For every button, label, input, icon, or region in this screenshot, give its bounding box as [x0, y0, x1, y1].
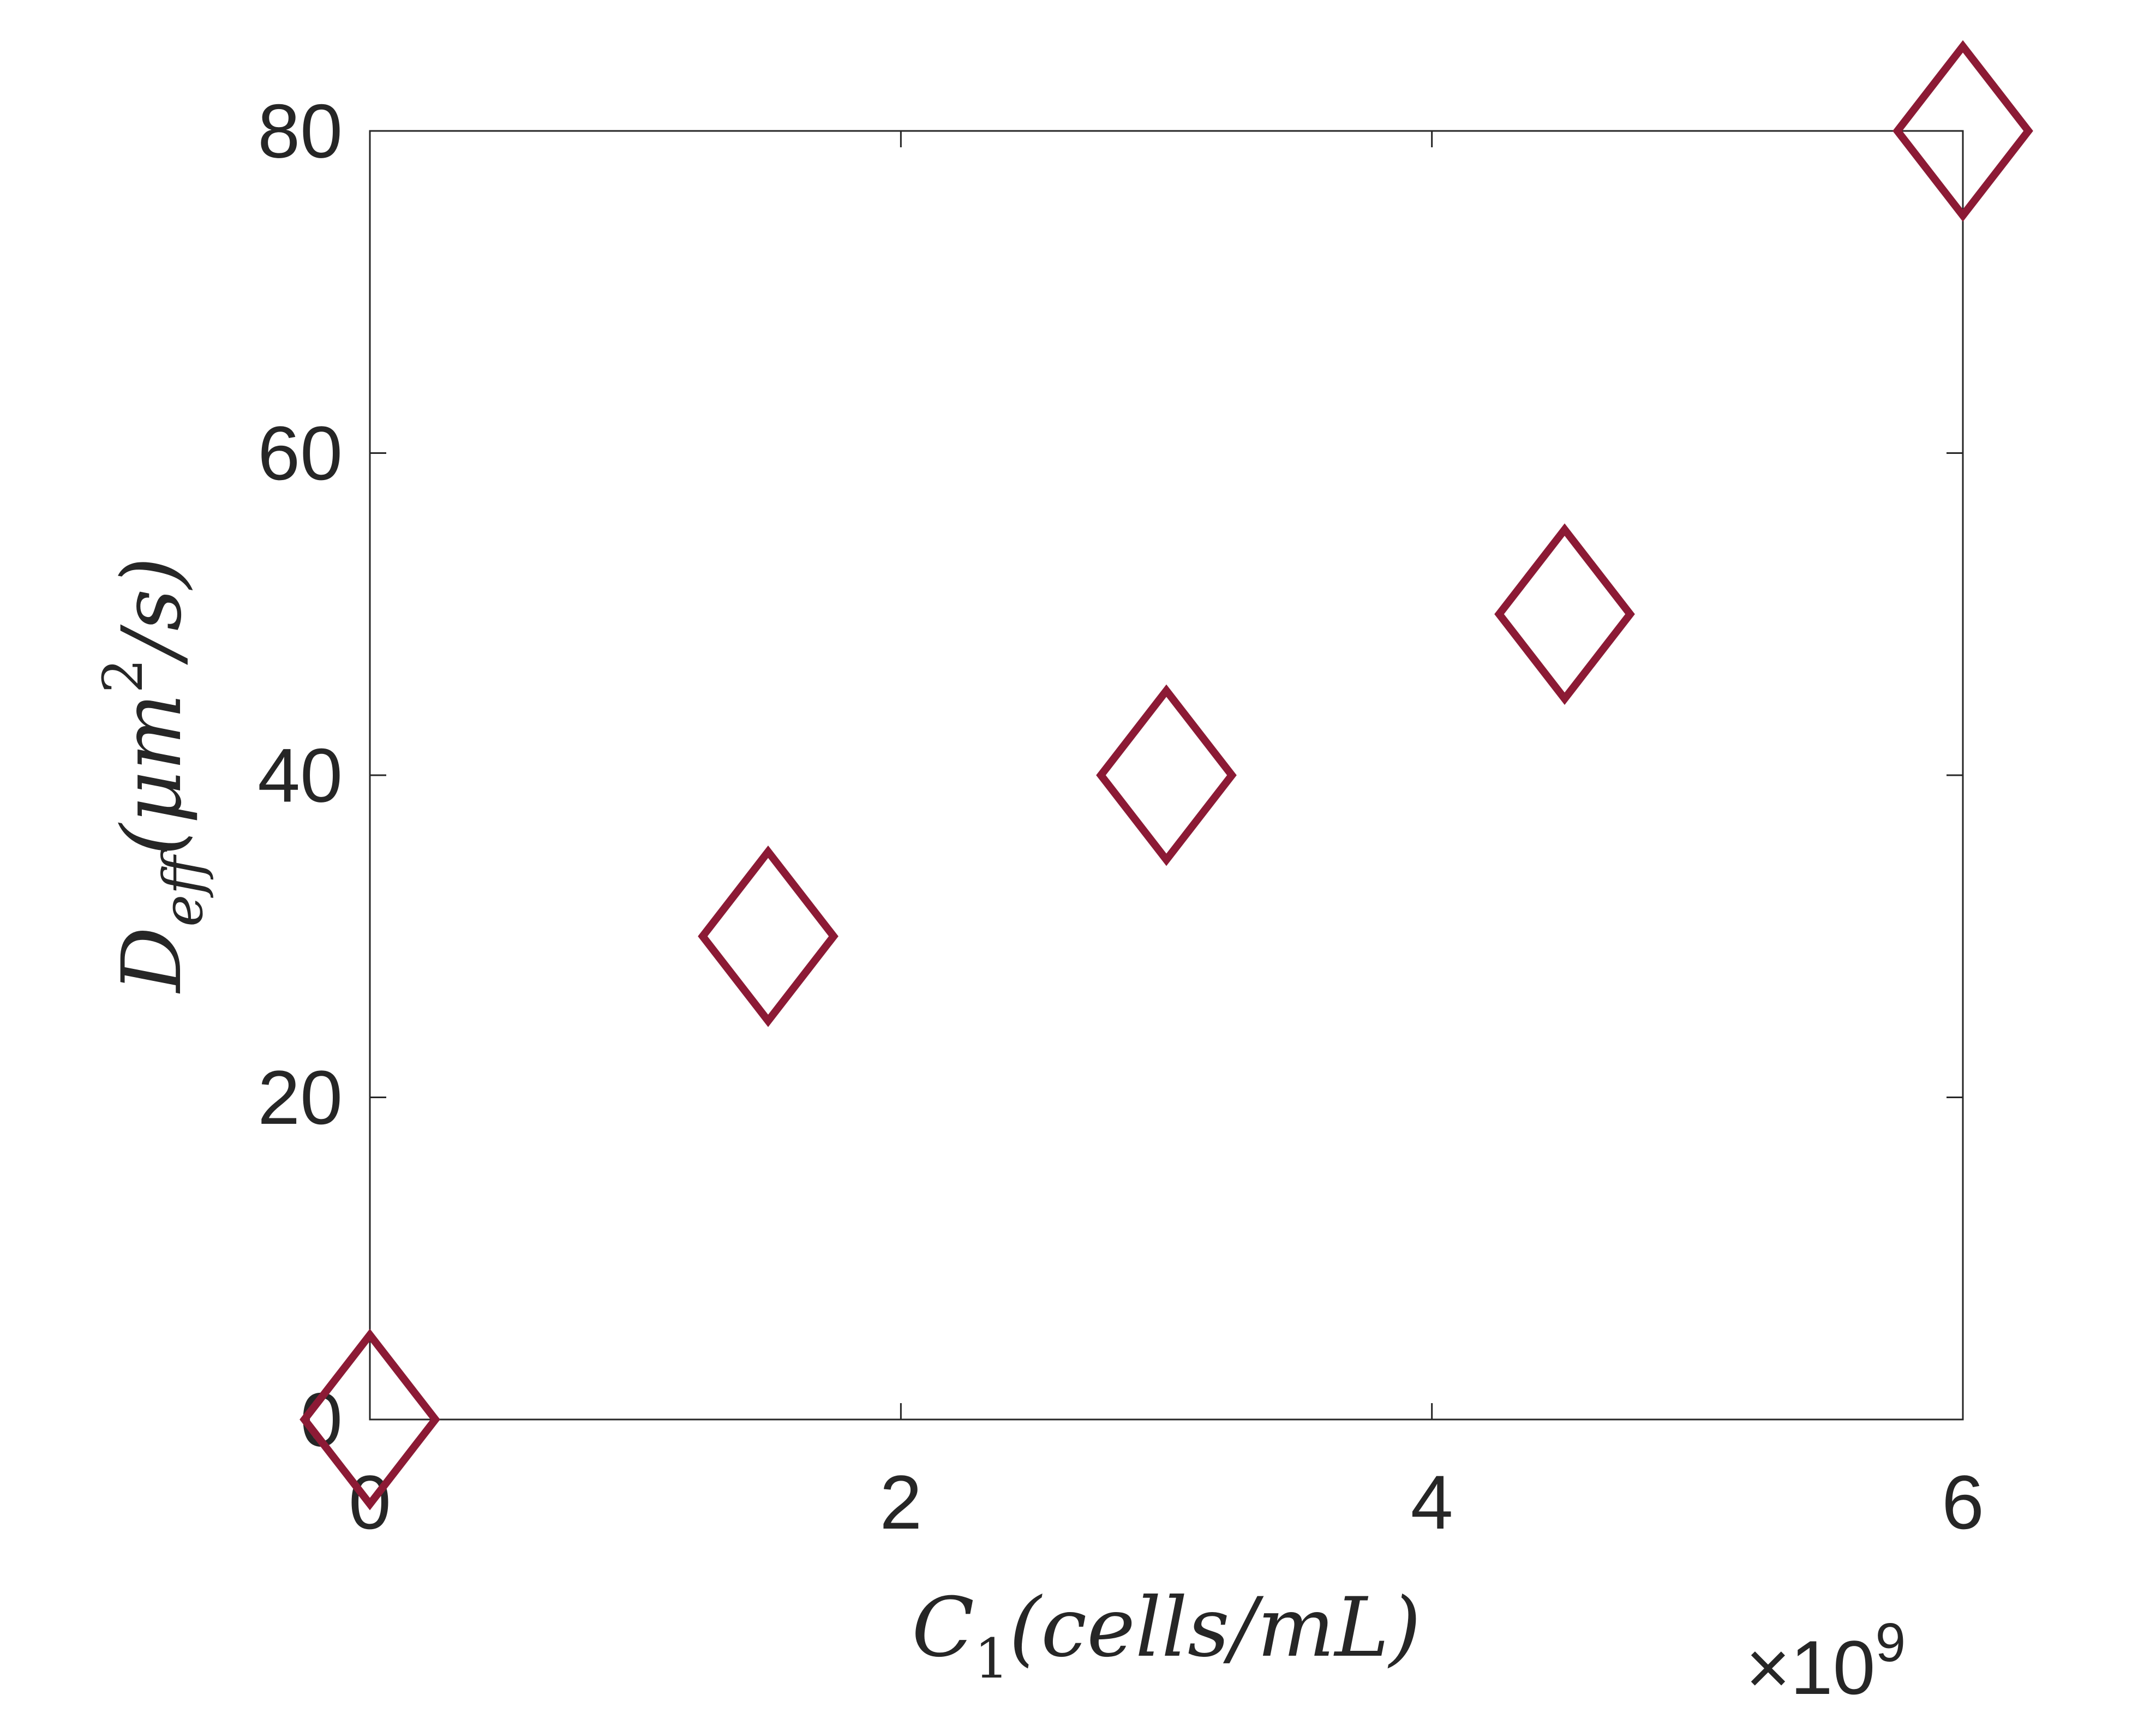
- y-axis-label: Deff(μm2/s): [91, 557, 215, 994]
- y-axis-label-rest-b: /s): [105, 557, 200, 665]
- data-points: [300, 40, 2033, 1511]
- y-axis-label-main: D: [105, 927, 200, 994]
- x-tick-label: 4: [1411, 1459, 1453, 1545]
- y-axis-label-sub: eff: [151, 848, 215, 927]
- x-axis-multiplier: ×109: [1746, 1612, 1906, 1710]
- x-axis-label-rest: (cells/mL): [1009, 1580, 1421, 1675]
- x-axis-multiplier-base: ×10: [1746, 1625, 1875, 1710]
- y-axis-label-rest-a: (μm: [105, 693, 200, 856]
- x-axis-multiplier-exp: 9: [1875, 1612, 1906, 1673]
- data-point-diamond: [1096, 684, 1237, 866]
- x-tick-label: 2: [879, 1459, 922, 1545]
- y-axis-label-sup: 2: [91, 658, 155, 693]
- y-tick-label: 20: [257, 1055, 343, 1140]
- plot-area: [369, 130, 1964, 1421]
- y-tick-label: 80: [257, 88, 343, 174]
- x-axis-label-main: C: [912, 1580, 974, 1675]
- data-point-diamond: [1893, 40, 2033, 222]
- data-point-diamond: [300, 1328, 440, 1511]
- y-tick-label: 40: [257, 733, 343, 818]
- x-tick-label: 6: [1942, 1459, 1984, 1545]
- y-tick-label: 60: [257, 410, 343, 496]
- data-point-diamond: [698, 845, 839, 1027]
- data-point-diamond: [1494, 523, 1635, 705]
- x-axis-label: C1(cells/mL): [912, 1580, 1421, 1691]
- x-axis-label-sub: 1: [974, 1627, 1009, 1691]
